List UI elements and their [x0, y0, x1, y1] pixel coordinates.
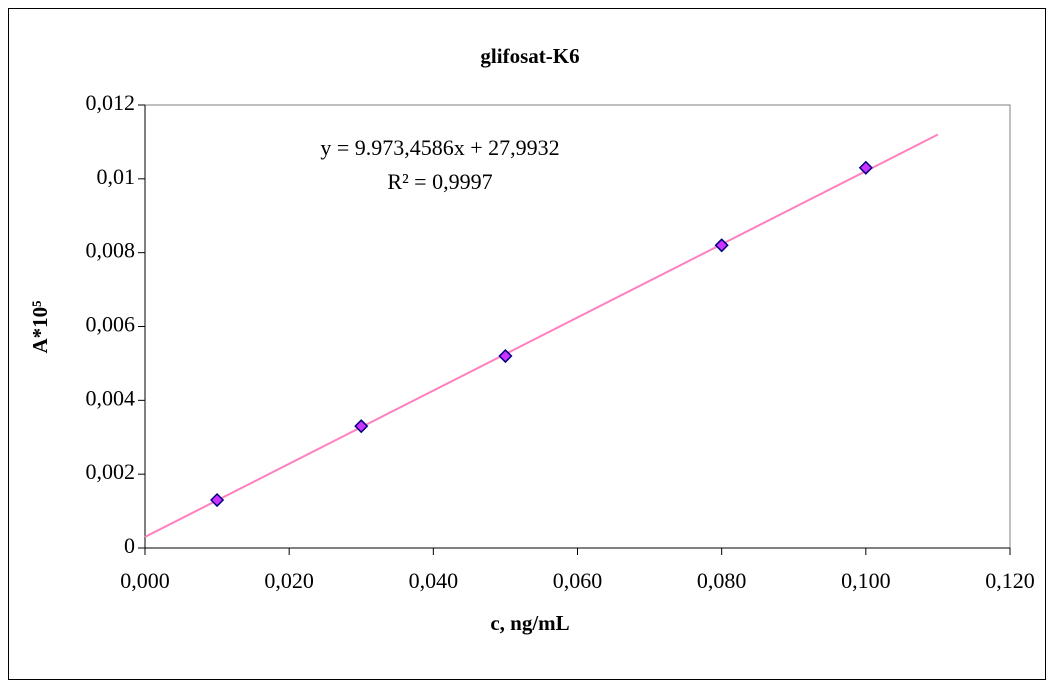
data-point [858, 160, 873, 175]
trendline [144, 133, 939, 538]
x-tick-label: 0,000 [120, 568, 170, 593]
y-axis-label: A*10⁵ [28, 301, 52, 354]
x-axis-label: c, ng/mL [490, 611, 569, 635]
equation: y = 9.973,4586x + 27,9932 [320, 135, 559, 160]
y-tick-label: 0,004 [86, 385, 136, 410]
plot-area [144, 104, 1011, 549]
y-tick-label: 0,008 [86, 238, 136, 263]
data-point [498, 348, 513, 364]
r-squared: R² = 0,9997 [387, 169, 492, 194]
x-tick-label: 0,020 [264, 568, 314, 593]
data-point [714, 238, 729, 253]
x-tick-label: 0,040 [409, 568, 459, 593]
x-tick-label: 0,080 [697, 568, 747, 593]
x-tick-label: 0,060 [553, 568, 603, 593]
data-point [210, 492, 225, 508]
x-tick-label: 0,100 [841, 568, 891, 593]
y-tick-label: 0 [124, 533, 135, 558]
chart-title: glifosat-K6 [480, 44, 579, 68]
y-tick-label: 0,006 [86, 312, 136, 337]
x-tick-label: 0,120 [985, 568, 1035, 593]
y-tick-label: 0,012 [86, 90, 136, 115]
y-tick-label: 0,002 [86, 459, 136, 484]
data-point [354, 419, 369, 434]
y-tick-label: 0,01 [97, 164, 136, 189]
